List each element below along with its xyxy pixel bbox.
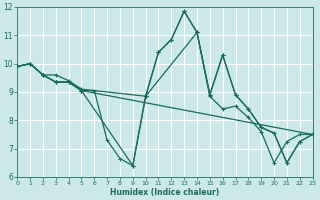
X-axis label: Humidex (Indice chaleur): Humidex (Indice chaleur): [110, 188, 220, 197]
